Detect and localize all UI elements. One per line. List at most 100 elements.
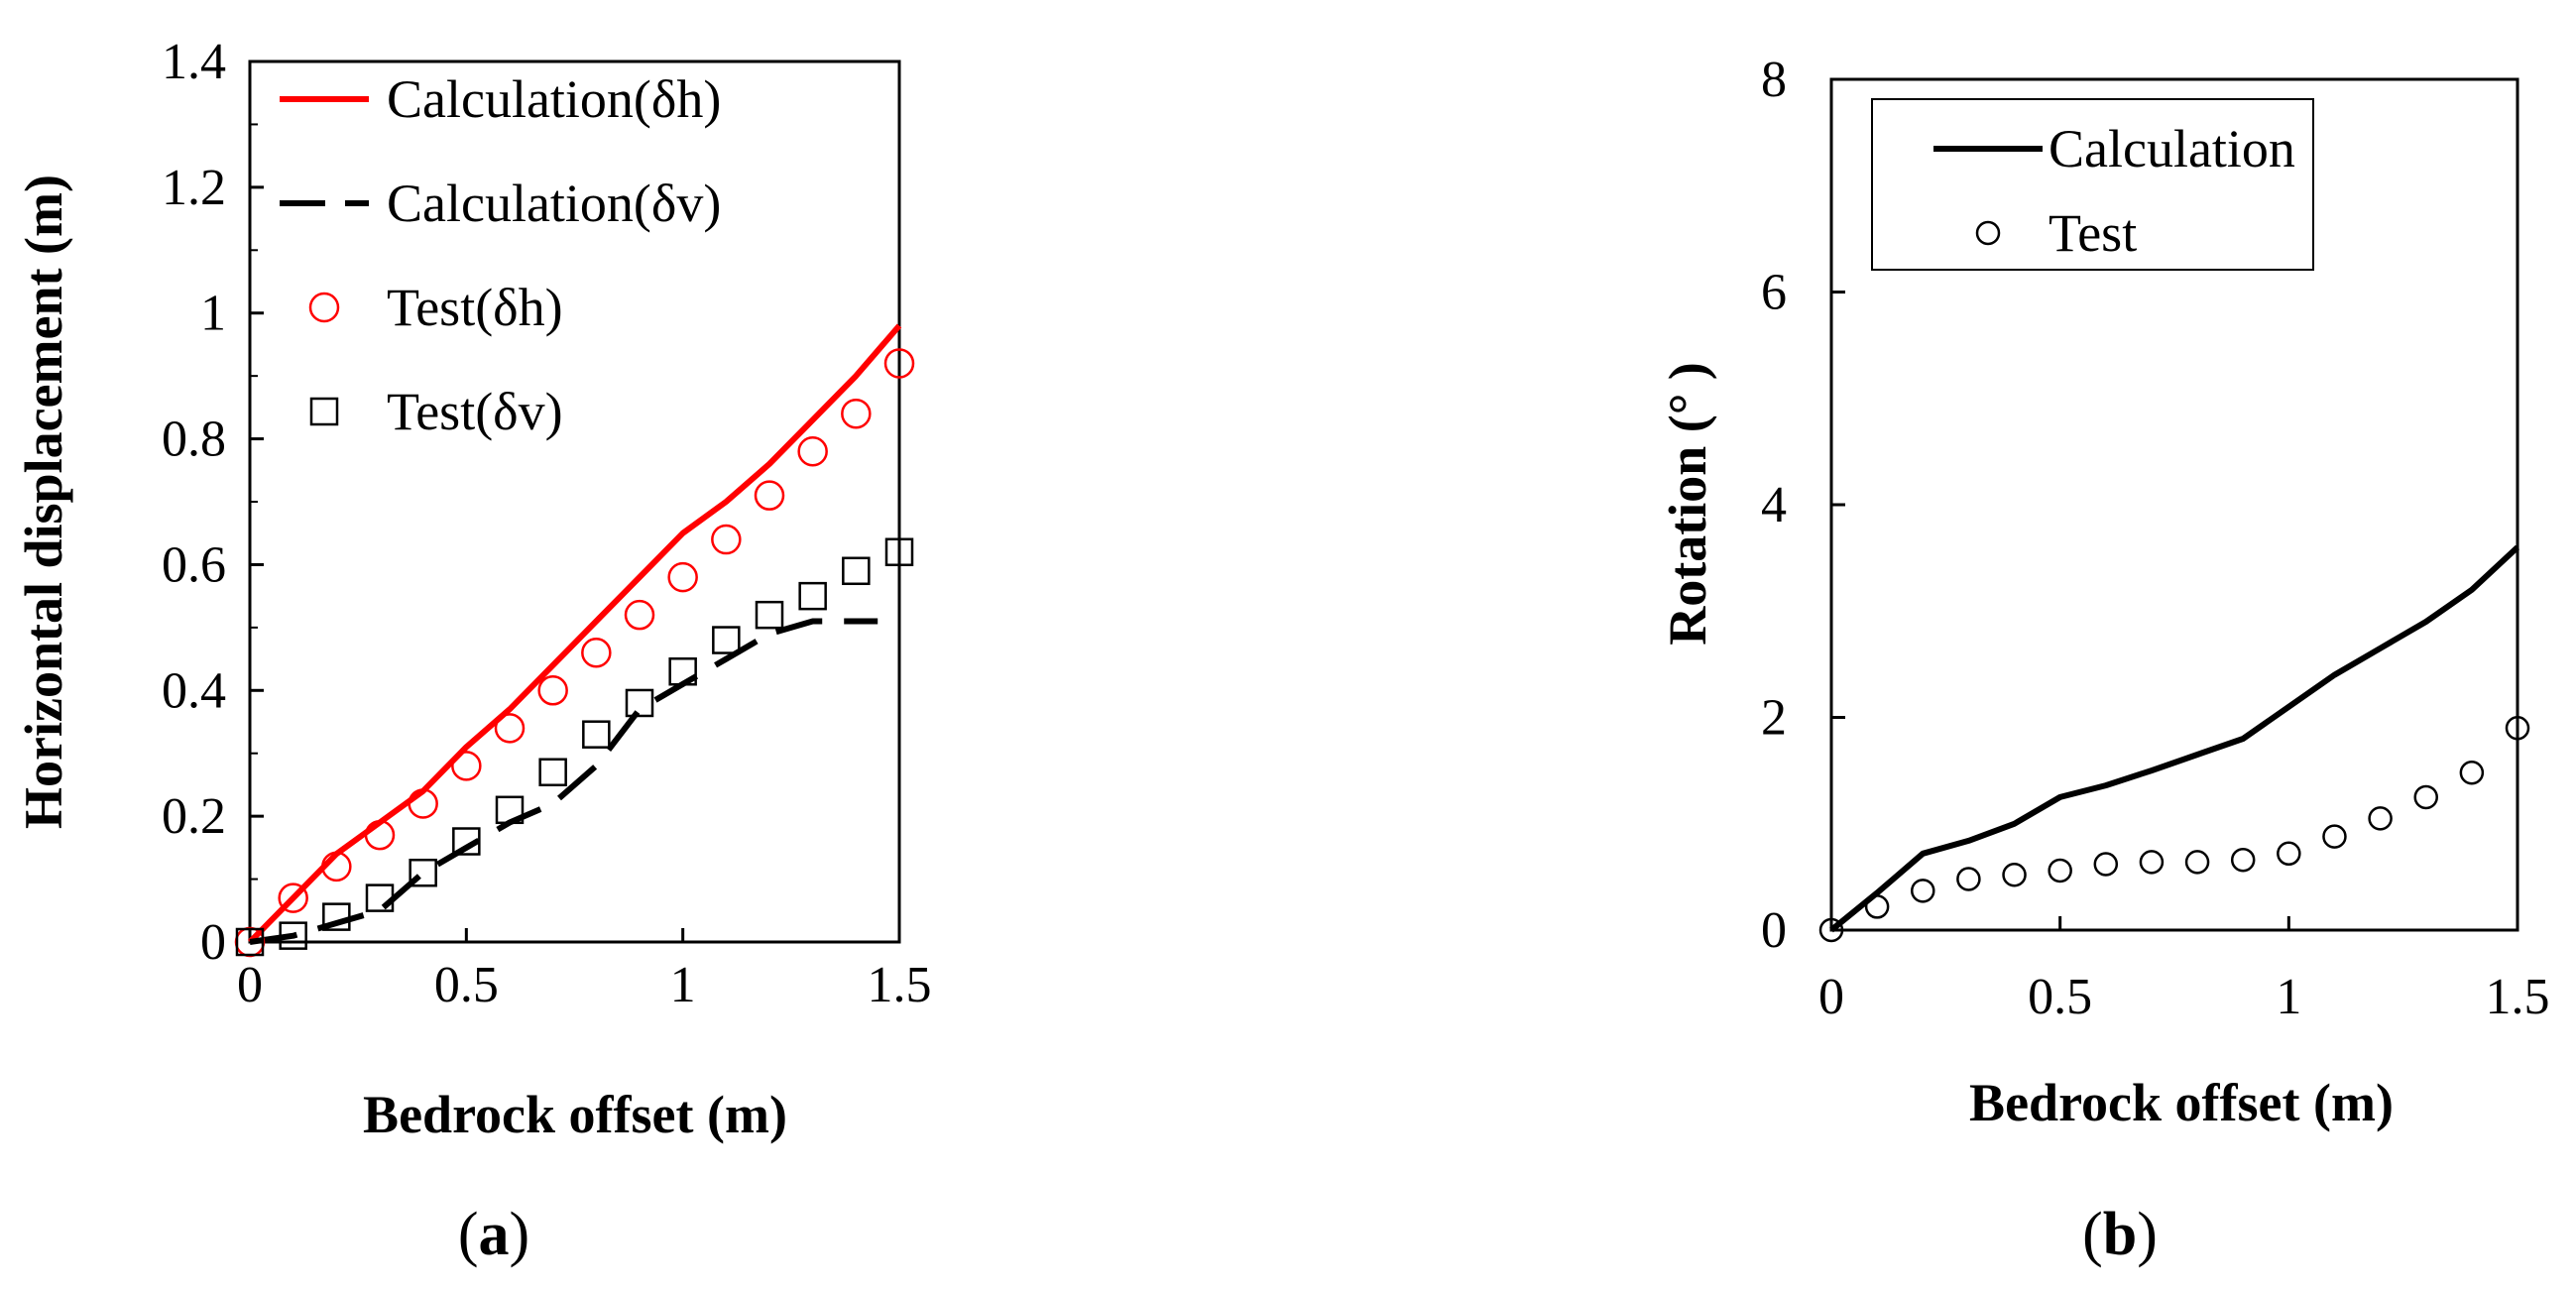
y-tick-label: 1 <box>200 286 226 342</box>
data-point <box>668 657 697 686</box>
data-point <box>278 883 308 913</box>
data-point <box>322 902 351 931</box>
data-point <box>712 626 741 654</box>
x-tick-label: 1 <box>670 957 696 1013</box>
series-line-Calculation(δv) <box>249 618 878 945</box>
data-point <box>364 819 396 851</box>
data-point <box>2505 715 2530 741</box>
legend-label: Calculation(δv) <box>387 174 721 233</box>
data-point <box>321 851 352 883</box>
x-tick-label: 1 <box>2276 969 2301 1025</box>
x-tick-label: 0 <box>237 957 263 1013</box>
series-layer <box>1818 544 2530 943</box>
data-point <box>365 883 395 912</box>
panel-label-letter: b <box>2103 1201 2137 1268</box>
data-point <box>797 436 828 467</box>
y-tick-label: 1.4 <box>162 34 226 90</box>
data-point <box>2413 784 2438 810</box>
data-point <box>798 581 827 611</box>
y-tick-labels: 0 0.2 0.4 0.6 0.8 1 1.2 1.4 <box>162 34 226 971</box>
legend-label: Test <box>2049 203 2137 263</box>
axis-ticks <box>1829 77 2519 932</box>
series-layer <box>234 323 915 958</box>
y-tick-label: 1.2 <box>162 160 226 216</box>
y-tick-label: 2 <box>1761 690 1787 747</box>
data-point <box>408 788 438 819</box>
legend-box <box>1871 98 2314 271</box>
y-tick-label: 0.4 <box>162 662 226 719</box>
series-line-Calculation <box>1829 544 2520 933</box>
legend-label: Calculation <box>2049 119 2295 178</box>
data-point <box>2002 862 2027 887</box>
data-point <box>754 480 785 511</box>
legend-swatch <box>308 292 340 323</box>
y-tick-label: 0.2 <box>162 788 226 845</box>
data-point <box>409 858 437 887</box>
data-point <box>1864 894 1890 919</box>
y-tick-label: 8 <box>1761 52 1787 108</box>
panel-a: 0 0.2 0.4 0.6 0.8 1 1.2 1.4 0 0.5 1 1.5 Calculatio… <box>14 34 932 1268</box>
data-point <box>494 713 526 744</box>
x-tick-label: 0 <box>1818 969 1844 1025</box>
data-point <box>582 720 611 749</box>
y-axis-label: Horizontal displacement (m) <box>14 175 73 829</box>
y-tick-labels: 0 2 4 6 8 <box>1761 52 1787 959</box>
series-line-Calculation(δh) <box>247 323 902 945</box>
data-point <box>711 524 742 555</box>
data-point <box>755 600 784 630</box>
data-point <box>1956 867 1981 891</box>
panel-label: (a) <box>458 1201 529 1268</box>
y-axis-label: Rotation (° ) <box>1658 362 1717 646</box>
y-tick-label: 6 <box>1761 265 1787 321</box>
data-point <box>2048 858 2072 883</box>
legend-label: Test(δh) <box>387 278 563 337</box>
x-tick-label: 1.5 <box>2486 969 2550 1025</box>
data-point <box>451 751 482 781</box>
data-point <box>884 537 914 566</box>
data-point <box>2322 824 2347 849</box>
legend-swatch <box>309 397 339 426</box>
legend: Calculation(δh) Calculation(δv) Test(δh) Te… <box>280 69 721 441</box>
data-point <box>624 599 655 631</box>
x-tick-label: 0.5 <box>434 957 499 1013</box>
x-tick-label: 0.5 <box>2028 969 2092 1025</box>
data-point <box>2184 850 2210 875</box>
legend: Calculation Test <box>1871 98 2314 271</box>
data-point <box>2368 806 2393 831</box>
data-point <box>2277 841 2301 867</box>
panel-label: (b) <box>2082 1201 2158 1268</box>
data-point <box>883 348 915 379</box>
data-point <box>1911 879 1935 903</box>
data-point <box>537 675 568 706</box>
x-axis-label: Bedrock offset (m) <box>363 1085 787 1144</box>
x-tick-label: 1.5 <box>868 957 932 1013</box>
data-point <box>235 927 265 957</box>
data-point <box>279 921 307 950</box>
panel-b: 0 2 4 6 8 0 0.5 1 1.5 Calculation Test Rotation … <box>1658 52 2550 1268</box>
data-point <box>2139 850 2165 875</box>
data-point <box>2459 761 2485 785</box>
y-tick-label: 4 <box>1761 477 1787 533</box>
data-point <box>452 827 481 856</box>
panel-label-letter: a <box>479 1201 510 1268</box>
data-point <box>2093 852 2119 877</box>
y-tick-label: 0.8 <box>162 412 226 468</box>
data-point <box>538 758 567 786</box>
x-axis-label: Bedrock offset (m) <box>1969 1073 2394 1132</box>
legend-label: Calculation(δh) <box>387 69 721 129</box>
data-point <box>667 561 698 593</box>
data-point <box>841 398 872 429</box>
legend-swatch <box>1975 220 2001 246</box>
data-point <box>2230 847 2256 873</box>
data-point <box>495 795 525 825</box>
data-point <box>581 637 612 668</box>
data-point <box>625 688 654 718</box>
data-point <box>1818 917 1844 943</box>
legend-label: Test(δv) <box>387 382 563 441</box>
x-tick-labels: 0 0.5 1 1.5 <box>237 957 932 1013</box>
y-tick-label: 0.6 <box>162 536 226 593</box>
x-tick-labels: 0 0.5 1 1.5 <box>1818 969 2550 1025</box>
data-point <box>234 926 266 958</box>
y-tick-label: 0 <box>200 914 226 971</box>
